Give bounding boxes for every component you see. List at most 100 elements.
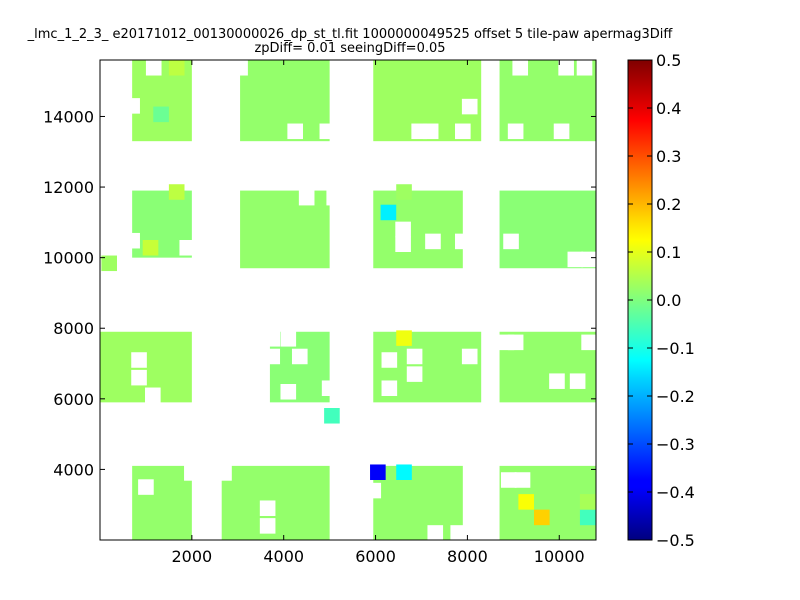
heatmap-gap-27 [131, 369, 147, 386]
heatmap-gaps [124, 60, 596, 540]
heatmap-cell-14 [579, 494, 596, 510]
heatmap-gap-18 [395, 221, 411, 238]
colorbar-tick-label-8: −0.3 [656, 435, 695, 454]
x-tick-label-3: 8000 [447, 547, 488, 566]
heatmap-gap-44 [581, 334, 596, 351]
colorbar-tick-label-10: −0.5 [656, 531, 695, 550]
heatmap-gap-34 [321, 380, 338, 396]
heatmap-cell-0 [168, 60, 185, 76]
heatmap-gap-8 [461, 98, 478, 115]
heatmap-gap-7 [455, 123, 471, 140]
colorbar-axis: 0.5 0.4 0.3 0.2 0.1 0.0 −0.1 −0.2 −0.3 −0.4 −0.5 [628, 51, 695, 550]
plot-frame [99, 59, 597, 541]
heatmap-cell-1 [153, 106, 169, 123]
heatmap-cell-10 [396, 464, 412, 480]
x-tick-label-0: 2000 [171, 547, 212, 566]
heatmap-gap-19 [395, 236, 411, 252]
heatmap-gap-12 [558, 60, 574, 76]
heatmap-gap-6 [422, 123, 439, 140]
heatmap-gap-0 [145, 60, 162, 76]
heatmap-gap-21 [455, 233, 471, 250]
y-tick-label-4: 12000 [43, 178, 94, 197]
heatmap-gap-14 [124, 232, 140, 249]
heatmap-gap-22 [468, 189, 485, 206]
heatmap-gap-10 [553, 123, 570, 140]
heatmap-cell-11 [518, 494, 534, 510]
heatmap-cells [101, 60, 596, 526]
heatmap-gap-29 [264, 331, 281, 347]
chart-title: _lmc_1_2_3_ e20171012_00130000026_dp_st_… [27, 27, 674, 42]
heatmap-block-13 [221, 465, 330, 540]
heatmap-gap-24 [567, 251, 584, 268]
chart-subtitle: zpDiff= 0.01 seeingDiff=0.05 [254, 41, 445, 56]
heatmap-gap-38 [381, 352, 398, 368]
heatmap-block-6 [373, 190, 463, 269]
colorbar-tick-label-6: −0.1 [656, 339, 695, 358]
colorbar-tick-label-3: 0.2 [656, 195, 681, 214]
y-axis: 4000 6000 8000 10000 12000 14000 [43, 107, 596, 479]
heatmap-block-5 [240, 190, 330, 269]
heatmap-cell-6 [396, 184, 412, 200]
heatmap-gap-42 [549, 373, 565, 389]
plot-area [100, 60, 596, 540]
heatmap-cell-3 [142, 240, 159, 256]
y-tick-label-2: 8000 [53, 319, 94, 338]
heatmap-gap-9 [507, 123, 524, 140]
heatmap-gap-16 [298, 189, 315, 206]
y-tick-label-0: 4000 [53, 460, 94, 479]
heatmap-cell-4 [101, 255, 117, 272]
heatmap-gap-3 [287, 123, 303, 140]
heatmap-block-14 [373, 465, 463, 540]
heatmap-gap-52 [450, 525, 467, 540]
heatmap-gap-30 [280, 331, 297, 347]
y-tick-label-1: 6000 [53, 390, 94, 409]
heatmap-gap-35 [406, 348, 423, 365]
heatmap-gap-41 [507, 334, 524, 351]
heatmap-cell-8 [396, 330, 412, 346]
colorbar-tick-label-9: −0.4 [656, 483, 695, 502]
heatmap-gap-54 [514, 472, 531, 488]
heatmap-gap-13 [576, 60, 593, 76]
heatmap-gap-33 [280, 384, 297, 400]
heatmap-block-12 [132, 465, 192, 540]
heatmap-cell-13 [579, 509, 596, 526]
heatmap-cell-12 [534, 509, 550, 526]
heatmap-gap-2 [232, 60, 248, 76]
heatmap-gap-50 [365, 482, 382, 499]
heatmap-gap-28 [145, 387, 161, 404]
heatmap-gap-47 [216, 465, 232, 481]
colorbar-tick-label-0: 0.5 [656, 51, 681, 70]
heatmap-gap-51 [427, 525, 444, 540]
heatmap-gap-49 [259, 518, 276, 534]
heatmap-gap-45 [138, 479, 154, 495]
x-tick-label-2: 6000 [355, 547, 396, 566]
heatmap-gap-11 [512, 60, 529, 76]
heatmap-cell-5 [380, 204, 397, 221]
heatmap-gap-20 [425, 233, 441, 250]
heatmap-gap-31 [291, 348, 308, 365]
heatmap-gap-25 [581, 251, 596, 268]
colorbar-tick-label-5: 0.0 [656, 291, 681, 310]
y-tick-label-5: 14000 [43, 107, 94, 126]
x-tick-label-1: 4000 [263, 547, 304, 566]
y-tick-label-3: 10000 [43, 249, 94, 268]
colorbar-tick-label-2: 0.3 [656, 147, 681, 166]
heatmap-gap-43 [569, 373, 586, 389]
heatmap-gap-46 [184, 465, 200, 481]
heatmap-gap-36 [406, 366, 423, 382]
heatmap-gap-23 [503, 233, 519, 250]
heatmap-block-1 [240, 60, 330, 142]
heatmap-gap-53 [500, 472, 517, 488]
heatmap-cell-2 [168, 184, 185, 200]
heatmap-gap-37 [381, 380, 398, 396]
heatmap-gap-48 [259, 500, 276, 516]
colorbar-tick-label-1: 0.4 [656, 99, 681, 118]
heatmap-gap-39 [461, 348, 478, 365]
heatmap-cell-9 [370, 464, 386, 480]
heatmap-cell-7 [324, 408, 340, 424]
heatmap-gap-15 [179, 240, 196, 256]
x-axis: 2000 4000 6000 8000 10000 [171, 60, 585, 566]
heatmap-gap-1 [124, 98, 140, 114]
heatmap-gap-17 [326, 189, 343, 206]
